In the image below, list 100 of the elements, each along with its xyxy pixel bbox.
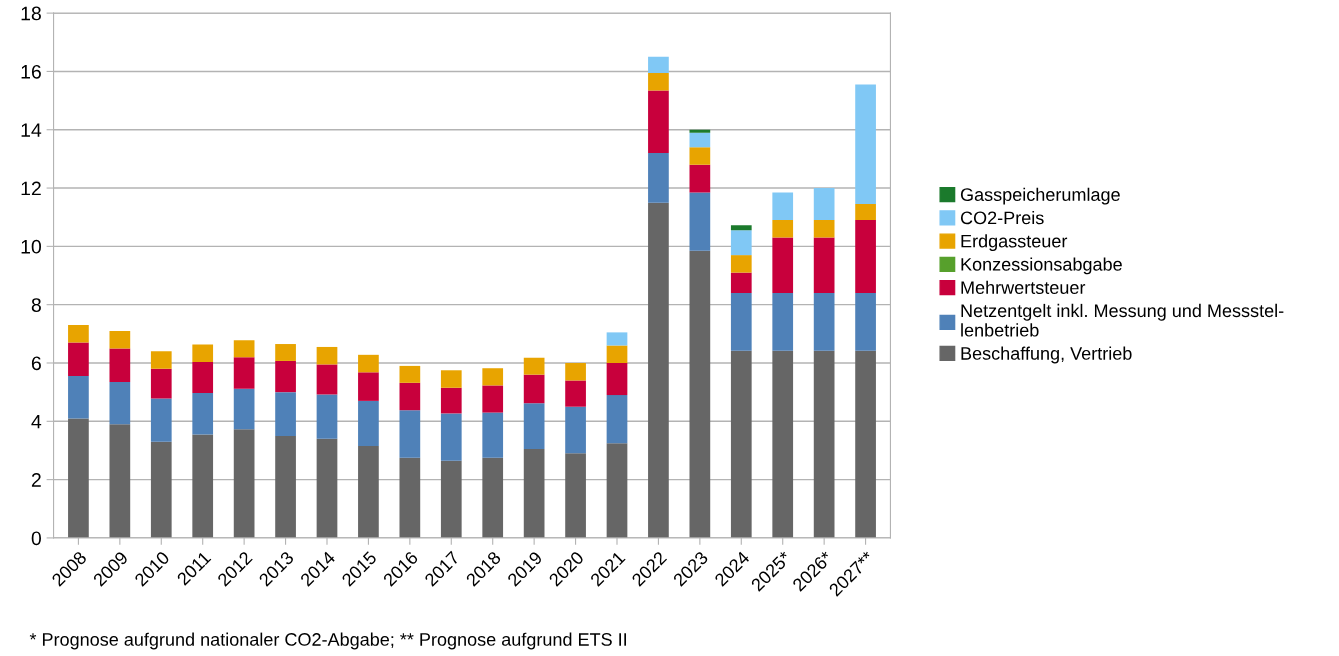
bar	[648, 56, 669, 73]
bar	[730, 230, 752, 256]
bar	[606, 395, 628, 444]
bar	[855, 350, 876, 538]
bar	[730, 225, 752, 231]
bar	[482, 457, 504, 538]
bar	[316, 394, 338, 439]
bar	[440, 370, 462, 388]
bar	[358, 372, 379, 401]
bar	[523, 374, 545, 404]
bar	[358, 446, 379, 538]
bar	[482, 385, 504, 413]
bar	[813, 188, 835, 221]
bar	[440, 413, 462, 461]
bar	[648, 153, 669, 203]
bar	[150, 441, 172, 538]
bar	[316, 438, 338, 538]
y-tick-label: 14	[21, 123, 42, 137]
bar	[813, 350, 835, 538]
bar	[730, 272, 752, 294]
bar	[192, 434, 214, 538]
bar	[689, 129, 711, 133]
bar	[399, 382, 421, 411]
y-tick-label: 10	[21, 239, 41, 254]
bar	[648, 90, 669, 154]
bar	[275, 392, 296, 436]
bar	[730, 255, 752, 273]
bar	[68, 325, 89, 343]
text: * Prognose aufgrund nationaler CO2-Abgabe; ** Prognose aufgrund ETS II	[29, 632, 627, 650]
y-tick-label: 12	[21, 181, 41, 196]
bar	[813, 293, 835, 351]
bar	[440, 460, 462, 538]
legend-label: Konzessionsabgabe	[961, 257, 1122, 275]
y-tick-label: 4	[31, 414, 42, 429]
bar	[689, 164, 711, 193]
bar	[233, 340, 255, 358]
bar	[275, 435, 296, 538]
legend-label: Gasspeicherumlage	[960, 187, 1120, 205]
bar	[689, 132, 711, 148]
bar	[150, 351, 172, 369]
y-tick-label: 18	[21, 6, 41, 21]
y-tick-label: 8	[31, 298, 41, 312]
bar	[606, 345, 628, 363]
y-tick-label: 16	[21, 64, 41, 79]
bar	[689, 147, 711, 165]
bar	[233, 429, 255, 538]
bar	[358, 400, 379, 447]
bar	[358, 354, 379, 373]
bar	[482, 412, 504, 458]
y-tick-label: 0	[31, 531, 41, 546]
bar	[689, 192, 711, 251]
legend-label: Mehrwertsteuer	[961, 280, 1086, 294]
bar	[565, 380, 586, 407]
legend-label: Netzentgelt inkl. Messung und Messstel- lenbetrieb	[961, 303, 1284, 337]
bar	[648, 72, 669, 91]
bar	[565, 362, 586, 381]
bar	[192, 393, 214, 435]
bar	[606, 443, 628, 538]
bar	[772, 220, 794, 238]
bar	[523, 403, 545, 449]
legend-label: Erdgassteuer	[961, 234, 1068, 252]
bar	[772, 237, 794, 294]
bar	[399, 457, 421, 538]
bar	[275, 360, 296, 393]
bar	[316, 346, 338, 365]
bar	[109, 424, 131, 538]
bar	[565, 453, 586, 538]
legend-label: Beschaffung, Vertrieb	[961, 346, 1132, 364]
bar	[109, 381, 131, 425]
bar	[772, 293, 794, 351]
bar	[233, 388, 255, 430]
bar	[150, 368, 172, 399]
bar	[316, 364, 338, 395]
bar	[689, 250, 711, 538]
bar	[192, 362, 214, 394]
bar	[772, 192, 794, 221]
bar	[855, 204, 876, 221]
bar	[523, 357, 545, 375]
legend-label: CO2-Preis	[960, 210, 1044, 225]
bar	[730, 350, 752, 538]
bar	[606, 362, 628, 396]
bar	[150, 398, 172, 442]
bar	[855, 293, 876, 351]
bar	[399, 410, 421, 458]
bar	[730, 293, 752, 351]
bar	[192, 344, 214, 363]
bar	[109, 348, 131, 382]
bar	[440, 387, 462, 414]
bar	[813, 220, 835, 238]
bar	[68, 418, 89, 538]
bar	[68, 342, 89, 377]
bar	[109, 330, 131, 349]
bar	[275, 344, 296, 361]
bar	[68, 376, 89, 419]
bar	[565, 406, 586, 454]
y-tick-label: 6	[31, 356, 41, 371]
bar	[648, 202, 669, 538]
y-tick-label: 2	[31, 473, 41, 487]
bar	[482, 368, 504, 386]
bar	[855, 84, 876, 205]
